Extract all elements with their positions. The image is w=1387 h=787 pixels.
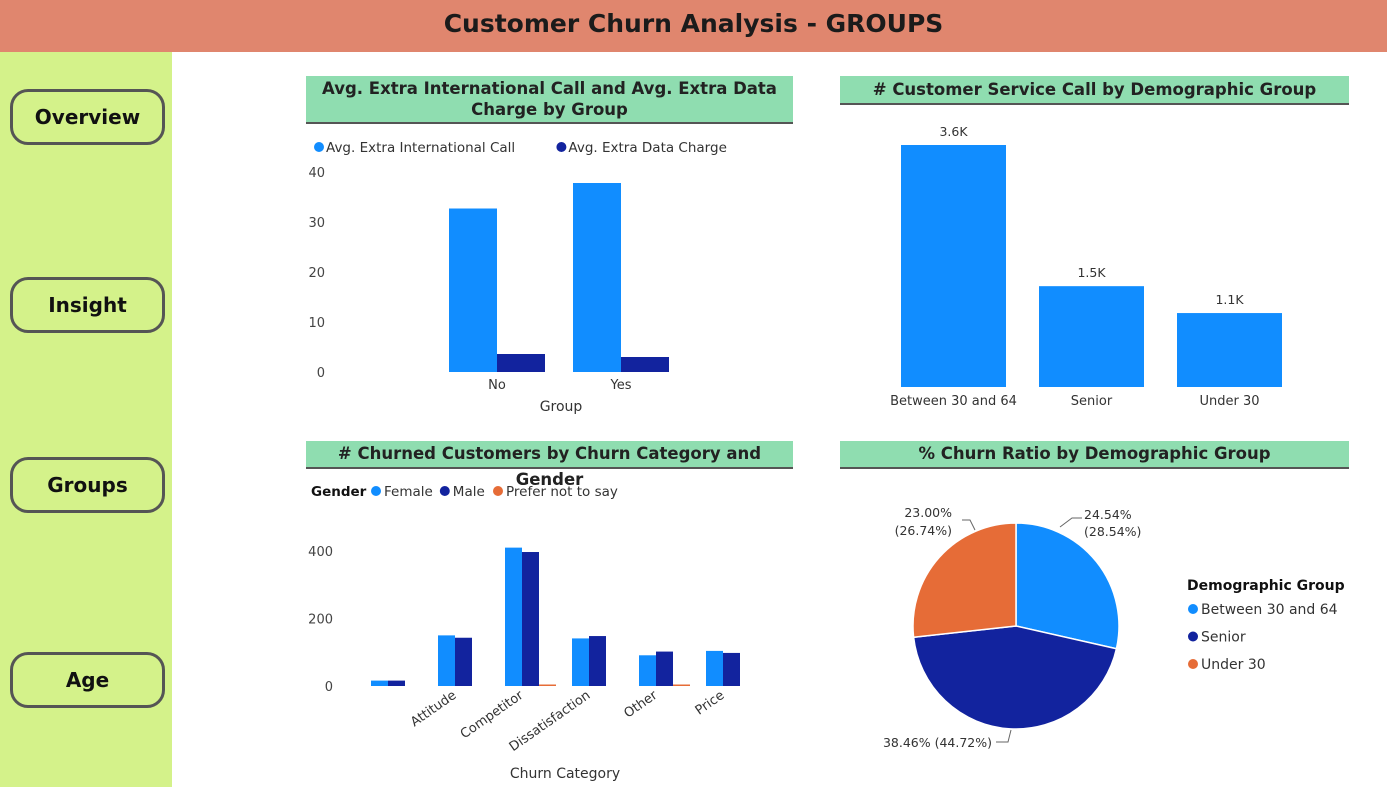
- bar-price-series-2: [723, 652, 740, 686]
- legend-marker-1: [314, 142, 324, 152]
- bar-yes-series-1: [573, 183, 621, 372]
- sidebar: Overview Insight Groups Age: [0, 52, 172, 787]
- bar-competitor-series-2: [522, 552, 539, 686]
- slice-label-1b: (28.54%): [1084, 524, 1141, 539]
- legend-label-3: Prefer not to say: [506, 484, 618, 500]
- y-tick-label: 0: [325, 680, 333, 695]
- legend-title: Demographic Group: [1187, 578, 1345, 594]
- nav-overview-button[interactable]: Overview: [10, 89, 165, 145]
- bar-dissatisfaction-series-1: [572, 638, 589, 686]
- y-tick-label: 0: [317, 366, 325, 381]
- legend-marker-2: [439, 486, 450, 496]
- bar-blank-series-2: [388, 680, 405, 686]
- data-label: 1.1K: [1215, 292, 1244, 307]
- leader-line-3: [962, 519, 976, 531]
- legend-label-2: Senior: [1201, 630, 1246, 646]
- x-tick-label: Price: [693, 688, 728, 718]
- bar-other-series-2: [656, 651, 673, 686]
- legend-label-1: Between 30 and 64: [1201, 602, 1338, 618]
- data-label: 1.5K: [1077, 265, 1106, 280]
- legend-label-2: Male: [453, 484, 485, 500]
- legend-marker-3: [493, 486, 503, 496]
- legend-label-3: Under 30: [1201, 657, 1266, 673]
- legend-marker-1: [1188, 604, 1198, 614]
- bar-competitor-series-3: [539, 684, 556, 686]
- nav-insight-button[interactable]: Insight: [10, 277, 165, 333]
- legend-label-2: Avg. Extra Data Charge: [568, 140, 726, 156]
- y-tick-label: 20: [308, 266, 325, 281]
- y-tick-label: 10: [308, 316, 325, 331]
- legend-marker-1: [371, 486, 381, 496]
- x-tick-label: Under 30: [1199, 394, 1259, 409]
- bar-blank-series-1: [371, 680, 388, 686]
- x-axis-title: Group: [540, 399, 583, 415]
- y-tick-label: 30: [308, 216, 325, 231]
- y-tick-label: 40: [308, 166, 325, 181]
- bar-competitor-series-1: [505, 547, 522, 686]
- chart4-title: % Churn Ratio by Demographic Group: [840, 441, 1349, 469]
- legend-label-1: Avg. Extra International Call: [326, 140, 515, 156]
- slice-label-3b: (26.74%): [895, 523, 952, 538]
- header-bar: Customer Churn Analysis - GROUPS: [0, 0, 1387, 52]
- bar-other-series-3: [673, 684, 690, 686]
- legend-label-1: Female: [384, 484, 433, 500]
- x-axis-title: Churn Category: [510, 766, 620, 782]
- bar-no-series-1: [449, 208, 497, 372]
- bar-attitude-series-1: [438, 635, 455, 686]
- pie-slice-3: [912, 522, 1017, 639]
- pie-slice-2: [912, 625, 1118, 730]
- x-tick-label: Senior: [1071, 394, 1113, 409]
- chart3-title: # Churned Customers by Churn Category an…: [306, 441, 793, 489]
- legend-marker-3: [1188, 659, 1198, 669]
- x-tick-label: Attitude: [408, 688, 459, 730]
- slice-label-1a: 24.54%: [1084, 507, 1132, 522]
- x-tick-label: Other: [621, 688, 660, 722]
- bar-other-series-1: [639, 655, 656, 686]
- x-tick-label: No: [488, 378, 506, 393]
- legend-marker-2: [1188, 631, 1198, 642]
- data-label: 3.6K: [939, 124, 968, 139]
- legend-title: Gender: [311, 484, 367, 500]
- bar-1: [901, 145, 1006, 387]
- x-tick-label: Yes: [610, 378, 632, 393]
- legend-marker-2: [556, 142, 567, 152]
- chart1-title: Avg. Extra International Call and Avg. E…: [306, 76, 793, 124]
- bar-dissatisfaction-series-2: [589, 636, 606, 686]
- y-tick-label: 200: [308, 613, 333, 628]
- bar-attitude-series-2: [455, 637, 472, 686]
- nav-groups-button[interactable]: Groups: [10, 457, 165, 513]
- bar-2: [1039, 286, 1144, 387]
- slice-label-2: 38.46% (44.72%): [883, 735, 992, 750]
- pie-slice-1: [1015, 522, 1120, 650]
- page-title: Customer Churn Analysis - GROUPS: [443, 9, 944, 38]
- chart2-title: # Customer Service Call by Demographic G…: [840, 76, 1349, 105]
- y-tick-label: 400: [308, 545, 333, 560]
- leader-line-2: [996, 729, 1012, 743]
- bar-price-series-1: [706, 650, 723, 686]
- bar-yes-series-2: [621, 357, 669, 372]
- slice-label-3a: 23.00%: [904, 505, 952, 520]
- nav-age-button[interactable]: Age: [10, 652, 165, 708]
- bar-no-series-2: [497, 354, 545, 372]
- leader-line-1: [1059, 517, 1082, 528]
- x-tick-label: Between 30 and 64: [890, 394, 1017, 409]
- bar-3: [1177, 313, 1282, 387]
- x-tick-label: Competitor: [458, 688, 527, 743]
